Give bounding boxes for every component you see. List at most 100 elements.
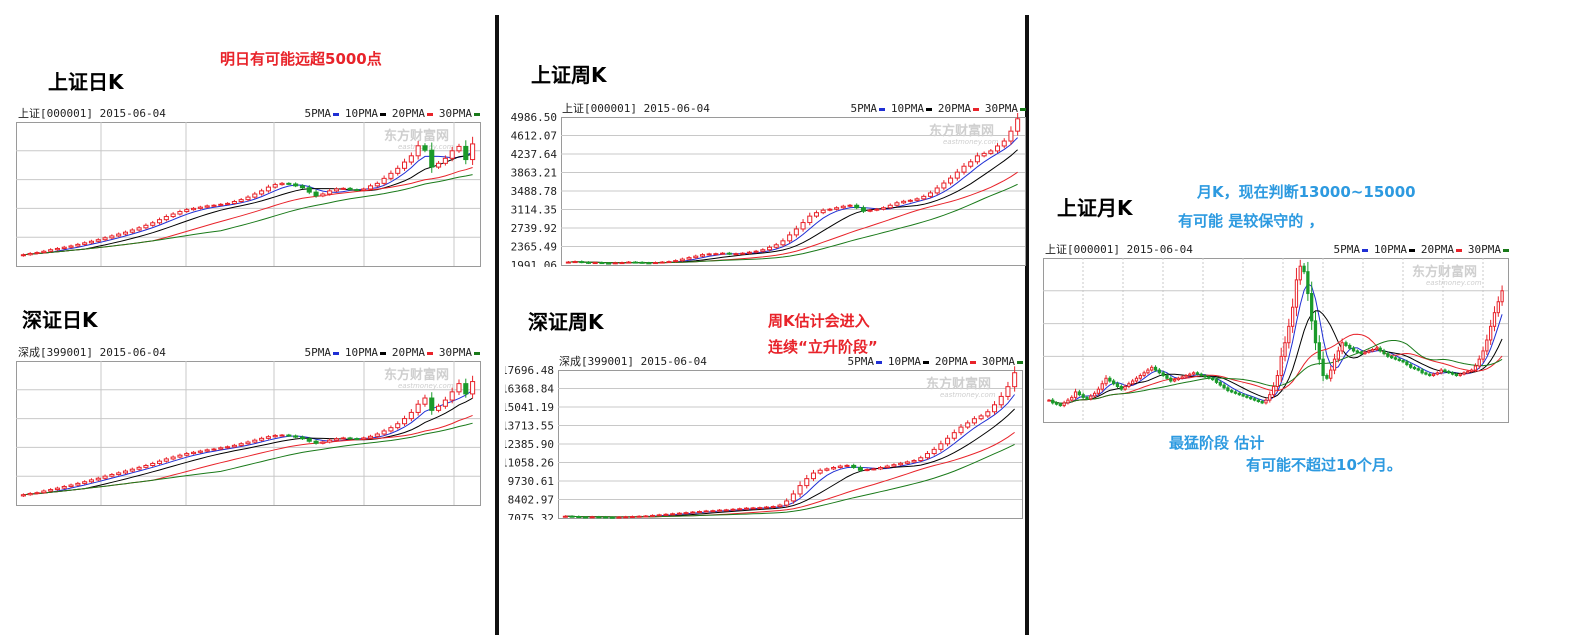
candle-body xyxy=(992,404,998,413)
y-tick-label: 4237.64 xyxy=(511,148,558,161)
candle-body xyxy=(1367,350,1371,353)
candle-body xyxy=(129,229,135,233)
candle-body xyxy=(981,152,987,157)
y-tick-label: 8402.97 xyxy=(508,494,554,507)
candle-body xyxy=(204,449,210,452)
candle-body xyxy=(381,177,387,184)
candle-body xyxy=(136,466,142,470)
note-weekly-1: 周K估计会进入 xyxy=(768,312,870,330)
candle-body xyxy=(361,437,367,440)
candle-body xyxy=(1386,353,1390,357)
candle-body xyxy=(965,422,971,428)
chart-sh-weekly: 上证[000001] 2015-06-04 30PMA 20PMA 10PMA 5PMA… xyxy=(508,101,1028,267)
y-tick-label: 3488.78 xyxy=(511,185,557,198)
candle-body xyxy=(1458,373,1462,377)
candle-body xyxy=(54,247,60,251)
candle-body xyxy=(891,464,897,467)
candle-body xyxy=(388,172,394,179)
candle-body xyxy=(1450,372,1455,375)
candle-body xyxy=(313,440,319,444)
candle-body xyxy=(572,261,578,264)
candle-body xyxy=(306,187,312,193)
candle-body xyxy=(82,242,88,245)
legend-swatch xyxy=(973,108,979,111)
candle-body xyxy=(968,161,974,167)
candle-body xyxy=(381,430,387,435)
candle-body xyxy=(1435,372,1439,375)
legend-label: 10PMA xyxy=(1374,243,1407,256)
candle-body xyxy=(1443,369,1447,372)
candle-body xyxy=(1431,373,1436,377)
legend-label: 5PMA xyxy=(305,346,332,359)
legend-label: 10PMA xyxy=(345,346,378,359)
legend-swatch xyxy=(427,113,433,116)
chart-sh-weekly-svg: 上证[000001] 2015-06-04 30PMA 20PMA 10PMA 5PMA… xyxy=(511,102,1026,267)
candle-body xyxy=(636,515,642,518)
candle-body xyxy=(1153,366,1158,371)
chart-sz-daily-svg: 深成[399001] 2015-06-04 30PMA 20PMA 10PMA 5PMA… xyxy=(16,346,481,506)
candle-body xyxy=(109,474,115,477)
candle-body xyxy=(320,441,326,444)
candle-body xyxy=(415,403,421,413)
candle-body xyxy=(231,201,237,204)
candle-body xyxy=(177,211,183,215)
candle-body xyxy=(68,245,74,248)
candle-body xyxy=(643,515,649,518)
legend-swatch xyxy=(1409,249,1415,252)
candle-body xyxy=(941,182,947,189)
legend-label: 30PMA xyxy=(439,346,472,359)
candle-body xyxy=(867,209,873,212)
chart-sz-daily: 深成[399001] 2015-06-04 30PMA 20PMA 10PMA 5PMA… xyxy=(16,345,482,507)
legend-label: 5PMA xyxy=(851,102,878,115)
candle-body xyxy=(1195,372,1200,375)
ma10-line xyxy=(23,153,473,256)
candle-body xyxy=(1302,265,1306,273)
watermark-url: eastmoney.com xyxy=(940,391,996,399)
candle-body xyxy=(1397,358,1401,361)
candle-body xyxy=(753,250,759,253)
candle-body xyxy=(61,485,67,489)
candle-body xyxy=(934,187,940,194)
candle-body xyxy=(470,143,476,161)
candle-body xyxy=(1191,372,1196,375)
candle-body xyxy=(129,468,135,472)
candle-body xyxy=(27,252,33,256)
candle-body xyxy=(663,513,669,516)
candle-body xyxy=(824,468,830,471)
candle-body xyxy=(676,512,682,515)
candle-body xyxy=(429,149,435,168)
candle-body xyxy=(293,183,299,187)
candle-body xyxy=(184,453,190,456)
candle-body xyxy=(436,162,442,168)
candle-body xyxy=(1283,342,1287,357)
candle-body xyxy=(1012,372,1018,388)
candle-body xyxy=(1207,376,1211,379)
candle-body xyxy=(1473,365,1478,371)
legend-label: 20PMA xyxy=(392,107,425,120)
candle-body xyxy=(1489,325,1493,341)
candle-body xyxy=(606,262,612,265)
candle-body xyxy=(252,193,258,198)
candle-body xyxy=(1161,372,1165,377)
candle-body xyxy=(717,509,723,512)
legend-swatch xyxy=(970,361,976,364)
candle-body xyxy=(122,231,129,235)
candle-body xyxy=(1469,369,1474,372)
candle-body xyxy=(456,145,462,152)
candle-body xyxy=(211,204,217,207)
candle-body xyxy=(1401,360,1405,363)
candle-body xyxy=(354,189,360,192)
candle-body xyxy=(898,462,904,466)
candle-body xyxy=(347,187,353,191)
candle-body xyxy=(156,219,163,224)
candle-body xyxy=(116,233,122,237)
candle-body xyxy=(1085,396,1089,400)
watermark-logo: 东方财富网 xyxy=(929,123,994,139)
candle-body xyxy=(750,507,756,510)
candle-body xyxy=(609,516,615,519)
candle-body xyxy=(589,516,595,519)
candle-body xyxy=(1424,372,1428,375)
candle-body xyxy=(1123,385,1127,390)
candle-body xyxy=(683,512,689,515)
candle-body xyxy=(259,190,265,195)
